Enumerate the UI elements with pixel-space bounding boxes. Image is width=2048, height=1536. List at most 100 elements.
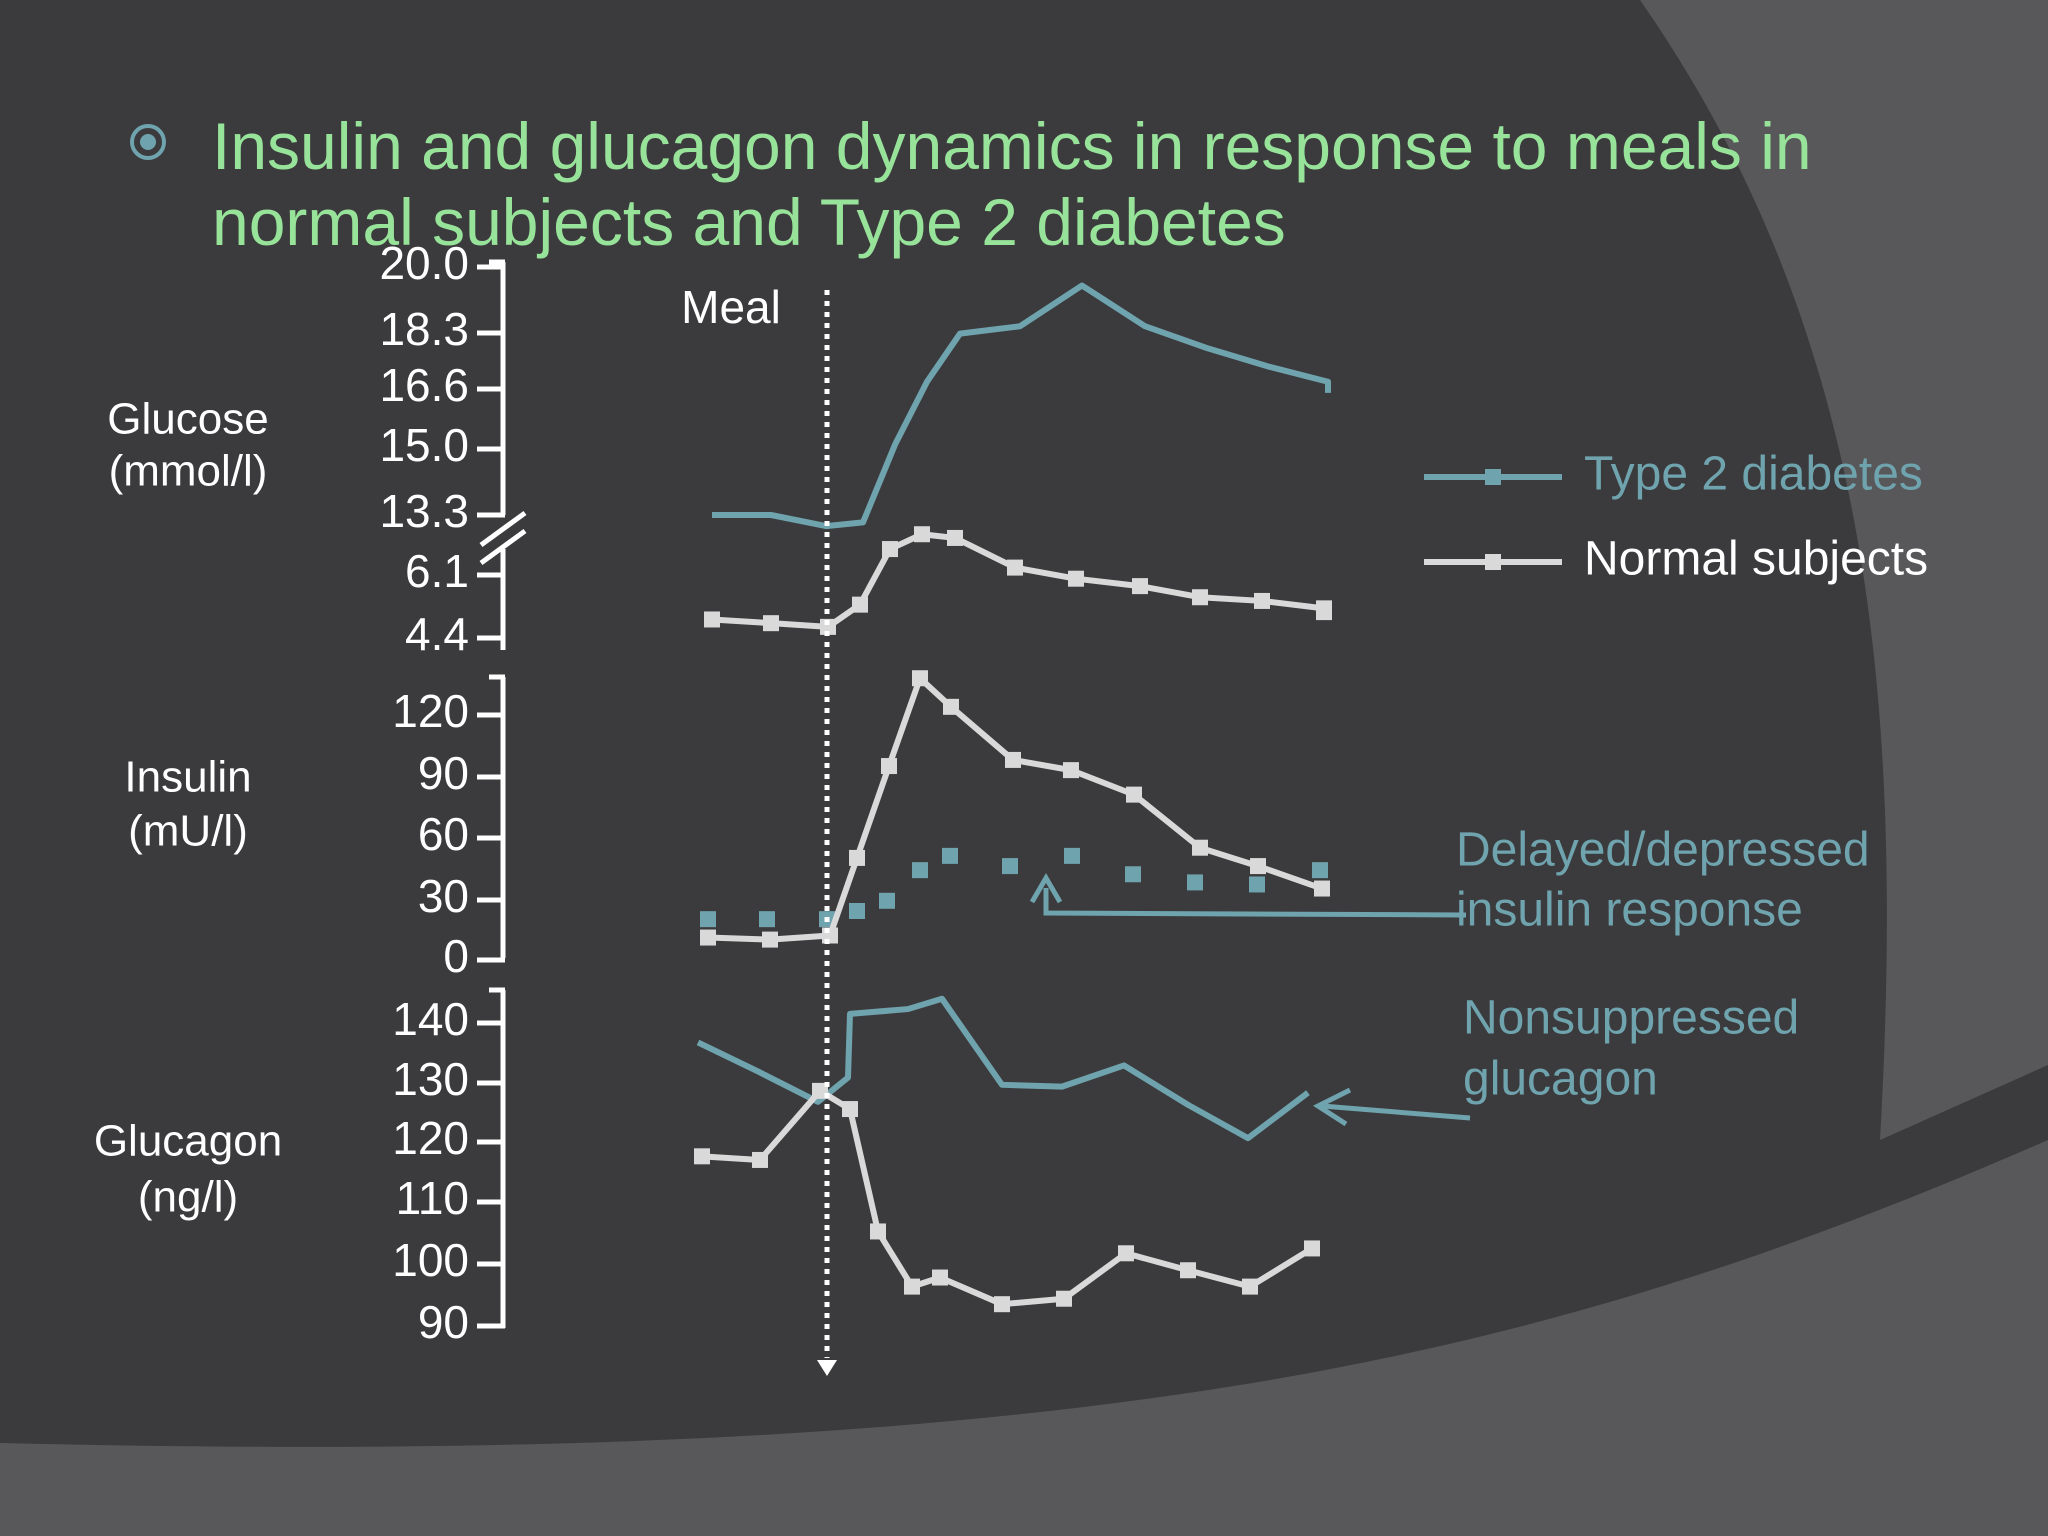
annotation-1-text: Delayed/depressed (1456, 824, 1870, 877)
insulin-t2-point (1187, 874, 1203, 891)
insulin-tick-label: 90 (418, 747, 469, 799)
glucose-tick-label: 4.4 (405, 608, 469, 660)
insulin-normal-point (849, 849, 865, 866)
insulin-axis-label: Insulin (124, 753, 251, 802)
glucagon-t2-line (696, 995, 1310, 1142)
glucagon-normal-point (904, 1278, 920, 1295)
insulin-normal-point (943, 698, 959, 715)
insulin-t2-point (1312, 862, 1328, 879)
glucose-axis-label: (mmol/l) (109, 447, 268, 496)
circle-bullet-icon (130, 124, 166, 160)
annotation-1-arrowhead (1029, 873, 1063, 904)
insulin-t2-point (700, 911, 716, 928)
insulin-tick-label: 30 (418, 870, 469, 922)
glucose-normal-point (1007, 559, 1023, 576)
glucose-normal-point (947, 529, 963, 546)
background-arc-bottom (0, 1140, 2048, 1536)
insulin-t2-point (879, 892, 895, 909)
glucagon-tick-label: 130 (392, 1053, 469, 1105)
insulin-tick-label: 60 (418, 808, 469, 860)
background-arc-right (1640, 0, 2048, 1140)
insulin-normal-point (1126, 786, 1142, 803)
meal-label: Meal (681, 281, 781, 333)
glucose-tick-label: 20.0 (379, 237, 469, 289)
insulin-t2-point (849, 903, 865, 919)
glucagon-tick-label: 90 (418, 1296, 469, 1348)
insulin-normal-point (1250, 858, 1266, 875)
glucagon-normal-point (1304, 1240, 1320, 1257)
glucose-normal-point (1254, 592, 1270, 609)
meal-arrow-head (817, 1360, 837, 1376)
annotation-2-arrow (1321, 1103, 1471, 1121)
glucagon-normal-point (1180, 1262, 1196, 1279)
glucose-normal-point (1316, 604, 1332, 621)
glucose-normal-point (852, 596, 868, 613)
annotation-1-text: insulin response (1456, 884, 1803, 937)
glucose-axis-label: Glucose (107, 395, 268, 444)
insulin-t2-point (1002, 858, 1018, 875)
glucagon-normal-point (994, 1296, 1010, 1313)
glucagon-tick-label: 120 (392, 1112, 469, 1164)
glucose-tick-label: 18.3 (379, 303, 469, 355)
glucagon-normal-point (842, 1101, 858, 1118)
insulin-t2-point (1125, 866, 1141, 883)
glucagon-tick-label: 100 (392, 1234, 469, 1286)
legend-marker-normal (1485, 554, 1501, 570)
glucose-tick-label: 16.6 (379, 359, 469, 411)
glucose-normal-point (882, 541, 898, 558)
glucagon-normal-point (694, 1148, 710, 1165)
glucose-normal-point (1192, 589, 1208, 606)
insulin-normal-point (1192, 839, 1208, 856)
insulin-t2-point (942, 847, 958, 864)
annotation-2-text: glucagon (1463, 1053, 1658, 1106)
glucose-tick-label: 15.0 (379, 419, 469, 471)
glucagon-axis-label: Glucagon (94, 1117, 282, 1166)
glucose-tick-label: 6.1 (405, 545, 469, 597)
glucose-axis-break (479, 510, 527, 566)
insulin-t2-point (759, 911, 775, 928)
insulin-normal-point (1314, 880, 1330, 897)
insulin-normal-point (700, 929, 716, 946)
glucagon-normal-point (1118, 1245, 1134, 1262)
insulin-t2-point (1249, 876, 1265, 893)
glucagon-tick-label: 110 (396, 1172, 469, 1224)
insulin-axis-label: (mU/l) (128, 807, 248, 856)
insulin-normal-point (762, 931, 778, 948)
insulin-t2-point (912, 862, 928, 879)
glucagon-normal-point (812, 1082, 828, 1099)
annotation-1-arrow (1043, 888, 1467, 918)
glucose-normal-point (1132, 578, 1148, 595)
insulin-normal-point (1063, 762, 1079, 779)
glucose-normal-point (1068, 570, 1084, 587)
glucagon-normal-point (932, 1269, 948, 1286)
glucose-normal-line (711, 531, 1327, 630)
legend-marker-t2 (1485, 469, 1501, 485)
annotation-2-arrowhead (1312, 1087, 1352, 1127)
glucose-normal-point (820, 618, 836, 635)
glucagon-normal-point (752, 1151, 768, 1168)
glucose-t2-line (712, 282, 1331, 530)
annotation-2-text: Nonsuppressed (1463, 992, 1799, 1045)
glucagon-normal-point (1056, 1290, 1072, 1307)
glucose-normal-point (704, 611, 720, 628)
legend-label-normal: Normal subjects (1584, 533, 1928, 586)
glucose-normal-point (763, 615, 779, 632)
glucose-normal-point (914, 526, 930, 543)
insulin-tick-label: 120 (392, 685, 469, 737)
insulin-normal-point (881, 758, 897, 775)
legend-label-t2: Type 2 diabetes (1584, 448, 1923, 501)
insulin-normal-line (707, 675, 1323, 943)
insulin-tick-label: 0 (443, 930, 469, 982)
insulin-t2-point (1064, 847, 1080, 864)
glucagon-normal-point (1242, 1278, 1258, 1295)
insulin-normal-point (822, 927, 838, 944)
glucose-tick-label: 13.3 (379, 485, 469, 537)
slide-title: Insulin and glucagon dynamics in respons… (212, 109, 1812, 259)
insulin-normal-point (1005, 751, 1021, 768)
glucagon-axis-label: (ng/l) (138, 1173, 238, 1222)
glucagon-tick-label: 140 (392, 993, 469, 1045)
glucagon-normal-point (870, 1223, 886, 1240)
